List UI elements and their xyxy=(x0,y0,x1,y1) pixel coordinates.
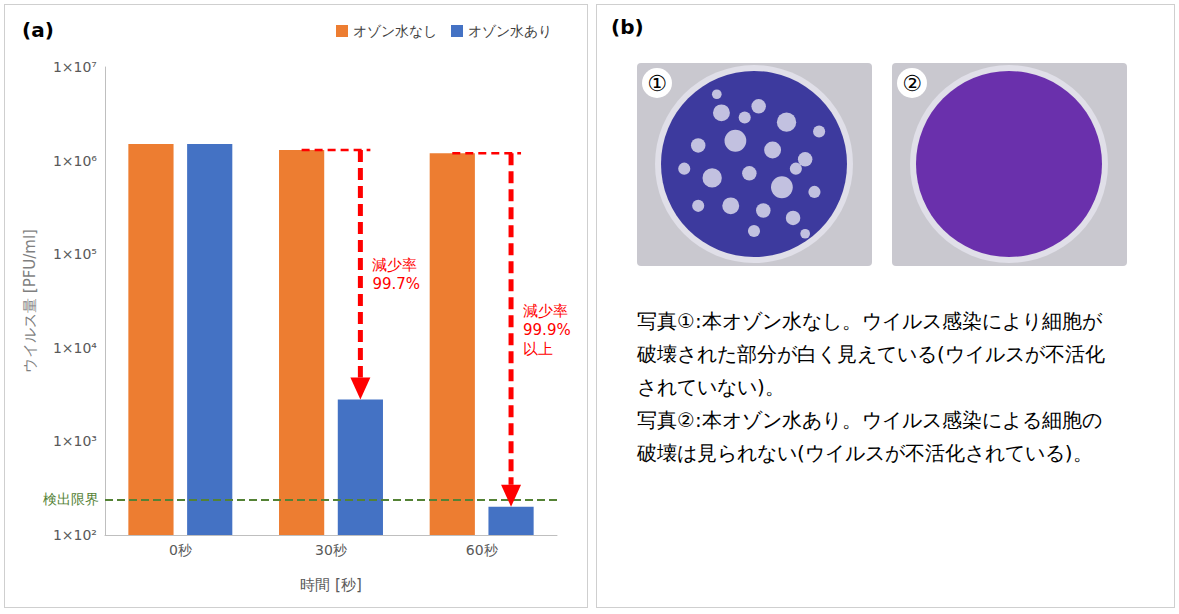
svg-text:0秒: 0秒 xyxy=(169,542,192,558)
svg-text:時間 [秒]: 時間 [秒] xyxy=(300,576,361,594)
svg-text:30秒: 30秒 xyxy=(315,542,347,558)
svg-text:②: ② xyxy=(902,71,922,96)
svg-text:検出限界: 検出限界 xyxy=(43,491,99,507)
svg-text:60秒: 60秒 xyxy=(466,542,498,558)
html-text:(b): (b) xyxy=(611,15,644,39)
svg-text:99.7%: 99.7% xyxy=(372,275,420,293)
html-text:写真②:本オゾン水あり。ウイルス感染による細胞の破壊は見られ: 写真②:本オゾン水あり。ウイルス感染による細胞の破壊は見られない(ウイルスが不活… xyxy=(637,408,1102,465)
svg-text:1×10⁴: 1×10⁴ xyxy=(53,340,97,356)
html-text:写真①:本オゾン水なし。ウイルス感染により細胞が破壊された部: 写真①:本オゾン水なし。ウイルス感染により細胞が破壊された部分が白く見えている(… xyxy=(637,309,1105,399)
svg-text:オゾン水あり: オゾン水あり xyxy=(468,23,552,39)
svg-text:(a): (a) xyxy=(22,18,54,42)
svg-text:1×10⁶: 1×10⁶ xyxy=(53,153,97,169)
svg-text:減少率: 減少率 xyxy=(372,256,417,274)
svg-text:1×10³: 1×10³ xyxy=(53,433,97,449)
svg-text:減少率: 減少率 xyxy=(523,302,568,320)
svg-text:1×10⁷: 1×10⁷ xyxy=(53,59,97,75)
svg-text:オゾン水なし: オゾン水なし xyxy=(353,23,437,39)
svg-text:①: ① xyxy=(647,71,667,96)
svg-text:1×10⁵: 1×10⁵ xyxy=(53,246,97,262)
svg-text:ウイルス量 [PFU/ml]: ウイルス量 [PFU/ml] xyxy=(21,229,39,373)
svg-text:1×10²: 1×10² xyxy=(53,527,97,543)
svg-text:99.9%: 99.9% xyxy=(523,321,571,339)
svg-text:以上: 以上 xyxy=(523,340,553,358)
